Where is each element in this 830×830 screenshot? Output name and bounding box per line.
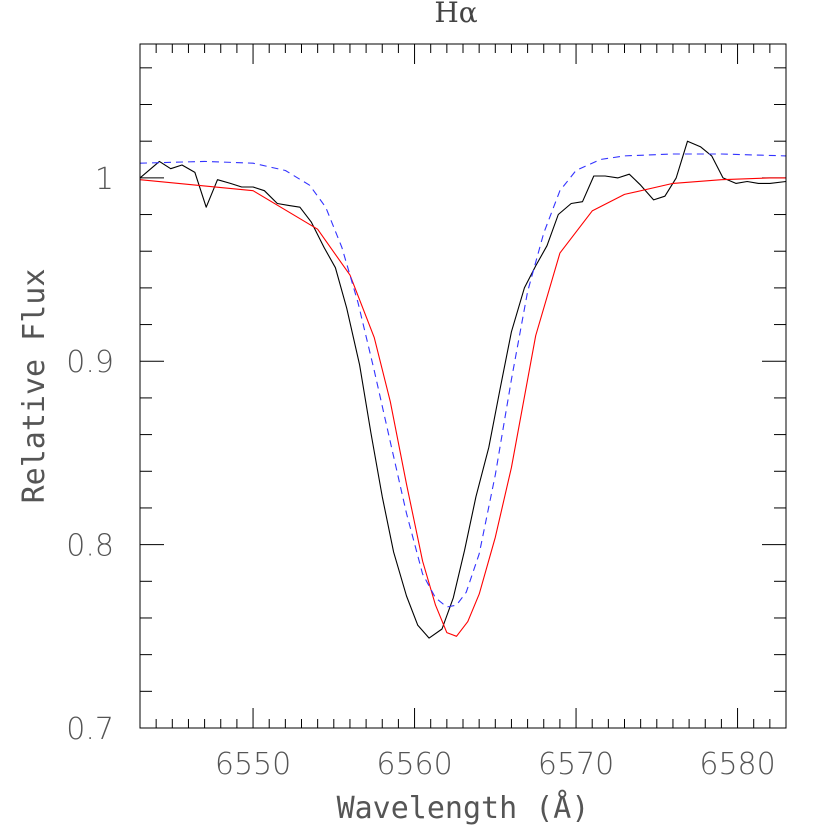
chart-title: Hα <box>434 0 477 29</box>
observed-spectrum-line <box>139 140 787 639</box>
x-tick-label: 6560 <box>376 747 452 782</box>
y-tick-label: 1 <box>95 162 114 197</box>
dashed-model-line <box>139 153 787 608</box>
y-tick-label: 0.7 <box>66 712 114 747</box>
model-fit-line <box>139 177 786 637</box>
x-tick-labels: 6550 6560 6570 6580 <box>215 747 776 782</box>
y-tick-label: 0.9 <box>66 345 114 380</box>
major-ticks <box>140 44 786 729</box>
y-tick-label: 0.8 <box>66 529 114 564</box>
x-tick-label: 6550 <box>215 747 291 782</box>
x-tick-label: 6570 <box>538 747 614 782</box>
plot-frame <box>139 43 787 729</box>
minor-ticks <box>139 44 787 728</box>
y-tick-labels: 0.7 0.8 0.9 1 <box>66 162 114 747</box>
y-axis-label: Relative Flux <box>17 269 52 504</box>
x-tick-label: 6580 <box>699 747 775 782</box>
x-axis-label: Wavelength (Å) <box>337 790 590 826</box>
series-layer <box>139 140 787 639</box>
